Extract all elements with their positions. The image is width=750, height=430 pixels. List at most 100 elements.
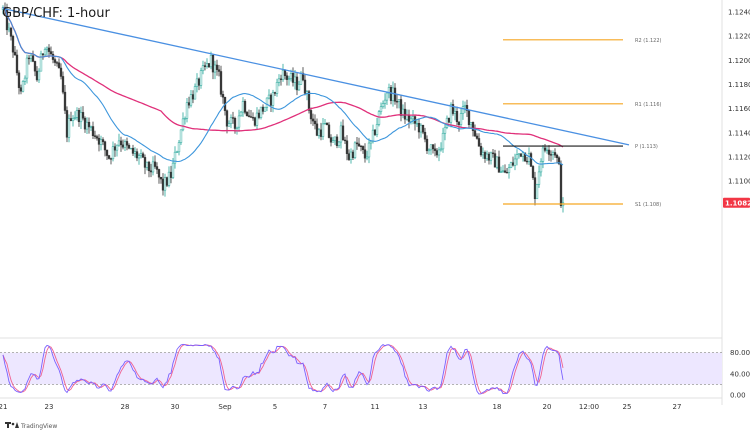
candle-body: [257, 112, 261, 118]
candle-body: [505, 172, 509, 174]
candle: [37, 68, 41, 83]
candle-body: [233, 118, 237, 129]
candle-body: [371, 129, 375, 142]
price-tick-label: 1.12200: [728, 33, 750, 41]
candle-body: [397, 99, 401, 102]
candle-body: [111, 146, 115, 160]
candle: [43, 47, 47, 57]
candle: [375, 117, 379, 138]
candle-body: [27, 57, 31, 60]
candle: [51, 50, 55, 64]
candle-body: [57, 62, 61, 69]
candle-body: [35, 70, 39, 81]
candle: [355, 137, 359, 150]
trendlines: [2, 7, 630, 146]
candle-body: [75, 110, 79, 118]
candle-body: [411, 116, 415, 120]
candle-body: [317, 129, 321, 136]
time-tick-label: 18: [493, 403, 502, 411]
candle-body: [331, 140, 335, 143]
candle-body: [499, 171, 503, 173]
candle: [39, 50, 43, 72]
candle-body: [295, 76, 299, 91]
candle-body: [205, 63, 209, 67]
candle-body: [501, 170, 505, 172]
candle-body: [495, 156, 499, 168]
candle-body: [201, 65, 205, 71]
candle-body: [529, 153, 533, 167]
candle: [111, 141, 115, 162]
candle-body: [453, 111, 457, 114]
candle-body: [377, 111, 381, 125]
candle: [255, 107, 259, 131]
tradingview-logo: TradingView: [5, 422, 57, 430]
candle: [9, 26, 13, 41]
candle-body: [483, 152, 487, 159]
candle-body: [135, 151, 139, 159]
candle: [403, 102, 407, 124]
price-tick-label: 1.11400: [728, 129, 750, 137]
candle-body: [157, 169, 161, 178]
candle-body: [281, 69, 285, 80]
candle-body: [337, 141, 341, 146]
candle-body: [557, 157, 561, 165]
candle: [17, 70, 21, 95]
price-axis[interactable]: 1.12400 1.12200 1.12000 1.11800 1.11600 1.114…: [723, 9, 750, 208]
candle-body: [319, 129, 323, 137]
candle-body: [341, 125, 345, 141]
candle: [321, 117, 325, 140]
candle-body: [271, 92, 275, 106]
candle: [535, 183, 539, 200]
candle: [311, 113, 315, 126]
candles: [1, 2, 565, 213]
last-price-tag-label: 1.10821: [725, 199, 750, 207]
candle: [309, 107, 313, 125]
candle-body: [373, 129, 377, 135]
candle: [219, 65, 223, 97]
candle-body: [89, 126, 93, 128]
candle: [421, 124, 425, 135]
candle-body: [469, 122, 473, 126]
candle: [519, 153, 523, 158]
candle-body: [275, 82, 279, 94]
candle: [451, 99, 455, 116]
candle: [425, 135, 429, 154]
price-tick-label: 1.12400: [728, 9, 750, 17]
time-tick-label: 13: [419, 403, 428, 411]
candle: [147, 160, 151, 178]
candle: [549, 150, 553, 162]
tradingview-logo-text: TradingView: [20, 423, 57, 430]
candle-body: [515, 154, 519, 160]
candle-body: [491, 152, 495, 154]
candle: [477, 133, 481, 147]
candle: [385, 92, 389, 105]
candle-body: [273, 92, 277, 94]
candle-body: [409, 118, 413, 122]
candle-body: [189, 94, 193, 106]
candle: [369, 141, 373, 150]
candle-body: [457, 121, 461, 125]
candle: [447, 117, 451, 124]
candle: [155, 162, 159, 174]
candle: [211, 54, 215, 80]
candle-body: [277, 78, 281, 83]
candle-body: [29, 55, 33, 59]
candle: [151, 156, 155, 176]
candle: [491, 148, 495, 158]
candle: [15, 49, 19, 76]
candle: [189, 90, 193, 108]
candle: [495, 156, 499, 170]
candle-body: [537, 171, 541, 185]
time-tick-label: 27: [673, 403, 682, 411]
candle-body: [49, 51, 53, 55]
candle: [21, 80, 25, 93]
candle: [439, 142, 443, 152]
price-pane: R2 (1.122) R1 (1.116) P (1.113) S1 (1.108): [1, 2, 662, 213]
time-axis[interactable]: 21 23 28 30 Sep 5 7 11 13 18 20 12:00 25 27: [0, 403, 681, 411]
candle-body: [517, 153, 521, 155]
candle: [249, 109, 253, 118]
candle-body: [139, 153, 143, 156]
candle-body: [173, 151, 177, 164]
candle: [365, 150, 369, 161]
